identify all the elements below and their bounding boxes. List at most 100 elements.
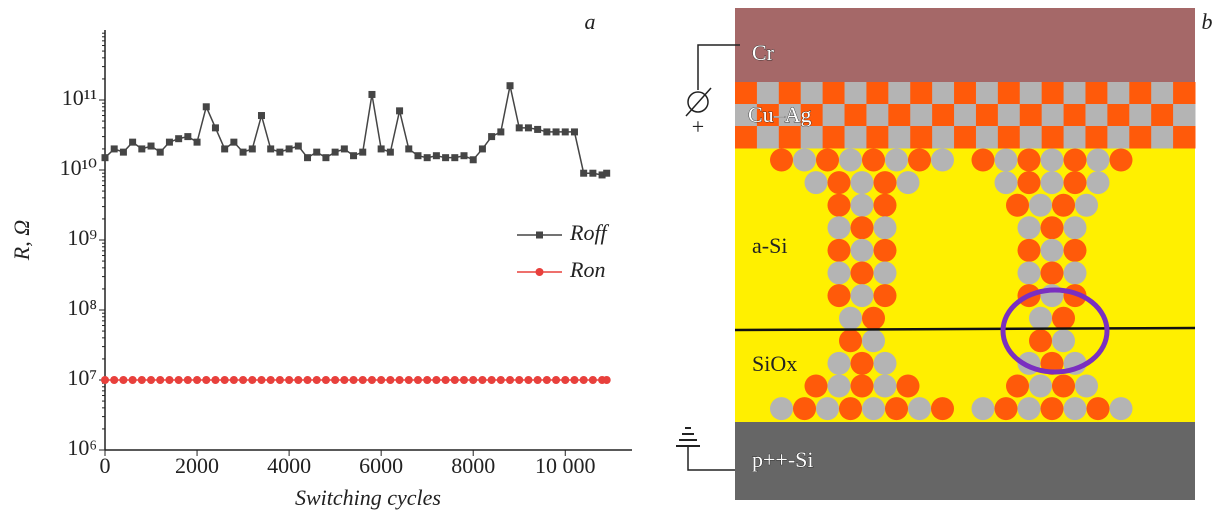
marker [433, 152, 440, 159]
atom [1029, 329, 1052, 352]
marker [267, 145, 274, 152]
marker [580, 170, 587, 177]
marker [570, 376, 578, 384]
checker-cell [1107, 104, 1129, 127]
checker-cell [1107, 82, 1129, 105]
marker [350, 152, 357, 159]
checker-cell [1173, 82, 1195, 105]
checker-cell [1151, 104, 1173, 127]
atom [1041, 239, 1064, 262]
atom [1087, 149, 1110, 172]
atom [1029, 194, 1052, 217]
atom [874, 352, 897, 375]
checker-cell [735, 126, 757, 149]
marker [211, 376, 219, 384]
legend-marker [536, 232, 543, 239]
atom [972, 397, 995, 420]
legend-label: Ron [569, 257, 605, 282]
marker [221, 376, 229, 384]
marker [359, 376, 367, 384]
checker-cell [757, 126, 779, 149]
atom [1006, 375, 1029, 398]
marker [368, 376, 376, 384]
marker [442, 154, 449, 161]
atom [995, 171, 1018, 194]
marker [377, 376, 385, 384]
checker-cell [976, 104, 998, 127]
atom [862, 307, 885, 330]
atom [1029, 375, 1052, 398]
atom [874, 171, 897, 194]
atom [1064, 262, 1087, 285]
checker-cell [866, 82, 888, 105]
checker-cell [1042, 126, 1064, 149]
marker [497, 128, 504, 135]
atom [793, 149, 816, 172]
atom [1052, 307, 1075, 330]
y-tick-label: 10⁹ [67, 225, 97, 250]
atom [828, 375, 851, 398]
checker-cell [823, 104, 845, 127]
marker [396, 107, 403, 114]
atom [874, 216, 897, 239]
atom [1052, 194, 1075, 217]
marker [240, 149, 247, 156]
checker-cell [1064, 126, 1086, 149]
atom [1041, 149, 1064, 172]
atom [851, 171, 874, 194]
atom [874, 375, 897, 398]
checker-cell [888, 126, 910, 149]
page: {"chart_data": {"type": "line", "annotat… [0, 0, 1217, 516]
marker [515, 376, 523, 384]
layer-label: SiOx [752, 351, 797, 376]
atom [851, 216, 874, 239]
atom [1018, 239, 1041, 262]
atom [851, 194, 874, 217]
marker [313, 376, 321, 384]
top-wire [698, 45, 740, 90]
atom [1110, 397, 1133, 420]
atom [828, 171, 851, 194]
x-tick-label: 8000 [451, 453, 495, 478]
marker [553, 128, 560, 135]
marker [414, 152, 421, 159]
atom [793, 397, 816, 420]
marker [221, 145, 228, 152]
atom [1041, 397, 1064, 420]
marker [120, 149, 127, 156]
marker [479, 145, 486, 152]
checker-cell [1064, 82, 1086, 105]
y-tick-label: 10¹¹ [62, 85, 97, 110]
marker [285, 376, 293, 384]
marker [295, 143, 302, 150]
marker [516, 124, 523, 131]
atom [885, 397, 908, 420]
x-tick-label: 10 000 [535, 453, 596, 478]
marker [322, 376, 330, 384]
atom [1041, 216, 1064, 239]
marker [212, 124, 219, 131]
atom [851, 375, 874, 398]
atom [1064, 149, 1087, 172]
atom [1018, 262, 1041, 285]
checker-cell [888, 82, 910, 105]
checker-cell [1020, 82, 1042, 105]
checker-cell [976, 126, 998, 149]
atom [862, 149, 885, 172]
checker-cell [954, 126, 976, 149]
x-axis-label: Switching cycles [295, 485, 441, 510]
y-tick-label: 10¹⁰ [60, 155, 98, 180]
figure: + Cr Cu–Ag a-Si SiOx p++-Si b a Switchin… [0, 0, 1217, 516]
marker [203, 103, 210, 110]
marker [451, 154, 458, 161]
atom [972, 149, 995, 172]
atom [995, 149, 1018, 172]
legend-marker [536, 268, 544, 276]
checker-cell [910, 126, 932, 149]
atom [816, 397, 839, 420]
checker-cell [998, 126, 1020, 149]
checker-cell [888, 104, 910, 127]
atom [851, 284, 874, 307]
checker-cell [910, 104, 932, 127]
marker [461, 152, 468, 159]
